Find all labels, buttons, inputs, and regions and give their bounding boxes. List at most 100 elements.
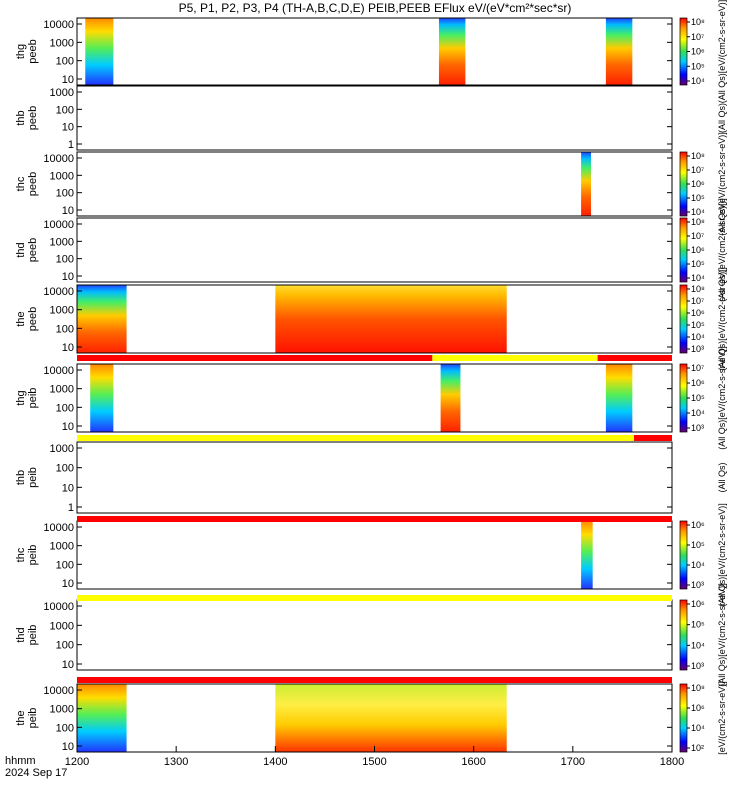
y-tick-label: 10 (62, 482, 74, 494)
y-tick-label: 1000 (50, 384, 74, 396)
colorbar-tick-label: 10⁴ (691, 207, 705, 217)
y-tick-label: 10000 (43, 286, 74, 298)
y-axis-label-product: peeb (27, 106, 39, 130)
x-tick-label: 1700 (561, 756, 585, 768)
colorbar-tick-label: 10⁴ (691, 408, 705, 418)
colorbar-tick-label: 10³ (691, 344, 704, 354)
y-axis-label-sc: thd (15, 242, 27, 257)
y-tick-label: 1000 (50, 541, 74, 553)
y-axis-label-sc: thc (15, 176, 27, 191)
mode-bar-segment (77, 355, 433, 361)
y-axis-label-sc: thg (15, 390, 27, 405)
colorbar-label: (All Qs)[eV/(cm2-s-sr-eV)] (717, 267, 727, 371)
colorbar (679, 17, 688, 86)
spectrogram-block (605, 364, 633, 432)
y-axis-label-product: peib (27, 708, 39, 729)
colorbar-tick-label: 10⁸ (691, 17, 705, 27)
colorbar-tick-label: 10⁸ (691, 217, 705, 227)
y-tick-label: 100 (56, 559, 74, 571)
y-tick-label: 100 (56, 188, 74, 200)
y-tick-label: 10000 (43, 219, 74, 231)
y-tick-label: 10 (62, 74, 74, 86)
y-axis-label-product: peeb (27, 238, 39, 262)
y-axis-label-product: peib (27, 467, 39, 488)
colorbar-label: (All Qs)[eV/(cm2-s-sr-eV)] (717, 198, 727, 302)
mode-bar-segment (77, 677, 672, 683)
colorbar-tick-label: 10⁵ (691, 393, 705, 403)
x-tick-label: 1500 (362, 756, 386, 768)
y-tick-label: 10 (62, 741, 74, 753)
panel-frame (76, 441, 673, 514)
y-tick-label: 10 (62, 578, 74, 590)
panel-10: 10000 1000 100 10 the peib 10⁸ 10⁶ 10⁴ 10² [eV/(cm… (15, 681, 727, 755)
colorbar-tick-label: 10⁶ (691, 520, 705, 530)
colorbar-tick-label: 10³ (691, 580, 704, 590)
spectrogram-block (605, 18, 633, 85)
y-tick-label: 10000 (43, 153, 74, 165)
y-tick-label: 10000 (43, 522, 74, 534)
colorbar (679, 363, 688, 433)
spectrogram-block (77, 684, 127, 752)
colorbar-label: (All Qs)[eV/(cm2-s-sr-eV)] (717, 0, 727, 103)
colorbar-tick-label: 10⁶ (691, 378, 705, 388)
y-axis-label-sc: thd (15, 627, 27, 642)
colorbar-tick-label: 10⁷ (691, 231, 704, 241)
panel-frame (76, 284, 673, 354)
colorbar (679, 151, 688, 217)
y-tick-label: 10 (62, 122, 74, 134)
y-tick-label: 100 (56, 722, 74, 734)
panel-7: 1000 100 10 1 thb peib (All Qs) (15, 441, 727, 514)
y-tick-label: 10000 (43, 19, 74, 31)
panel-frame (76, 599, 673, 671)
spectrogram-block (440, 364, 461, 432)
panel-3: 10000 1000 100 10 thc peeb 10⁸ 10⁷ 10⁶ 10⁵ 10⁴ (All… (15, 132, 727, 236)
colorbar-tick-label: 10⁴ (691, 640, 705, 650)
colorbar-tick-label: 10⁸ (691, 284, 705, 294)
colorbar-tick-label: 10⁵ (691, 540, 705, 550)
spectrogram-block (77, 285, 127, 353)
y-tick-label: 10000 (43, 685, 74, 697)
colorbar-tick-label: 10⁴ (691, 560, 705, 570)
panel-frame (76, 17, 673, 86)
y-tick-label: 100 (56, 56, 74, 68)
x-tick-label: 1400 (263, 756, 287, 768)
y-axis-label-product: peeb (27, 307, 39, 331)
y-tick-label: 10000 (43, 601, 74, 613)
colorbar-label: [eV/(cm2-s-sr-eV)] (717, 681, 727, 755)
mode-bar-segment (77, 435, 634, 441)
colorbar-tick-label: 10⁵ (691, 259, 705, 269)
y-tick-label: 1000 (50, 704, 74, 716)
y-axis-label-sc: thb (15, 110, 27, 125)
spectrogram-block (85, 18, 114, 85)
colorbar-label: (All Qs)[eV/(cm2-s-sr-eV)] (717, 132, 727, 236)
spectrogram-block (438, 18, 466, 85)
colorbar-tick-label: 10⁴ (691, 332, 705, 342)
x-tick-label: 1600 (461, 756, 485, 768)
spectrogram-block (275, 285, 507, 353)
y-tick-label: 100 (56, 463, 74, 475)
y-tick-label: 1000 (50, 170, 74, 182)
y-tick-label: 10000 (43, 365, 74, 377)
y-tick-label: 100 (56, 323, 74, 335)
mode-bars-layer (77, 355, 672, 683)
spectrogram-block (581, 521, 593, 589)
y-tick-label: 1000 (50, 37, 74, 49)
colorbar-tick-label: 10⁸ (691, 151, 705, 161)
panel-2: 1000 100 10 1 thb peeb (All Qs) (15, 85, 727, 151)
spectrogram-block (90, 364, 114, 432)
colorbar-tick-label: 10⁶ (691, 599, 705, 609)
panel-frame (76, 363, 673, 433)
panel-frame (76, 151, 673, 217)
colorbar (679, 284, 688, 354)
y-tick-label: 10 (62, 342, 74, 354)
colorbar-tick-label: 10⁴ (691, 76, 705, 86)
y-axis-label-product: peeb (27, 39, 39, 63)
colorbar-tick-label: 10⁷ (691, 296, 704, 306)
colorbar-label: (All Qs)[eV/(cm2-s-sr-eV)] (717, 583, 727, 687)
x-axis: 1200 1300 1400 1500 1600 1700 1800 (65, 746, 684, 768)
y-tick-label: 10 (62, 659, 74, 671)
mode-bar-segment (77, 595, 672, 601)
panel-6: 10000 1000 100 10 thg peib 10⁷ 10⁶ 10⁵ 10⁴ 10³ (All… (15, 346, 727, 450)
panel-frame (76, 85, 673, 151)
